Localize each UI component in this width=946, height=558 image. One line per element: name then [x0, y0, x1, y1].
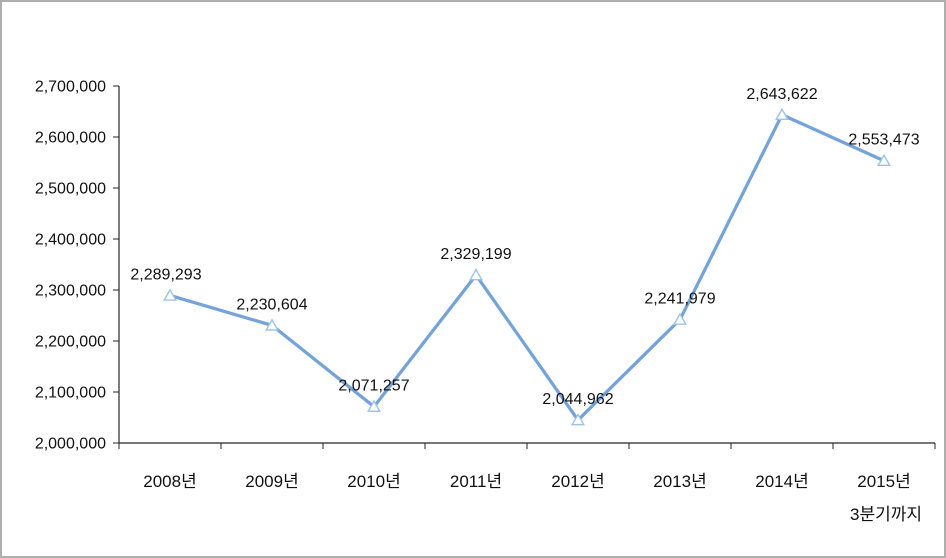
x-axis-tick-label: 2011년: [450, 472, 502, 491]
x-axis-tick-label: 2008년: [143, 472, 196, 491]
data-point-marker: [672, 312, 688, 325]
data-point-marker: [162, 288, 178, 301]
data-point-label: 2,643,622: [746, 86, 817, 103]
data-point-label: 2,044,962: [542, 391, 613, 408]
data-point-marker: [264, 318, 280, 331]
y-axis-tick-label: 2,300,000: [35, 283, 106, 300]
axis-lines: [118, 86, 935, 444]
x-axis-tick-label: 2014년: [755, 472, 808, 491]
y-axis-tick-label: 2,400,000: [35, 232, 106, 249]
data-point-label: 2,230,604: [236, 296, 307, 313]
data-point-label: 2,553,473: [848, 132, 919, 149]
x-axis-sub-label: 3분기까지: [850, 505, 922, 524]
x-axis-tick-label: 2013년: [653, 472, 706, 491]
data-point-marker: [468, 268, 484, 281]
series-line: [168, 112, 886, 423]
x-axis-tick-label: 2012년: [551, 472, 604, 491]
data-point-marker: [876, 153, 892, 167]
x-axis-tick-label: 2009년: [245, 472, 298, 491]
y-axis-tick-label: 2,500,000: [35, 181, 106, 198]
data-point-label: 2,071,257: [338, 378, 409, 395]
x-axis-tick-label: 2010년: [347, 472, 400, 491]
x-axis-tick-label: 2015년: [857, 472, 910, 491]
data-point-label: 2,329,199: [440, 246, 511, 263]
data-point-marker: [366, 399, 382, 412]
y-axis-tick-label: 2,200,000: [35, 334, 106, 351]
y-axis-tick-label: 2,700,000: [35, 79, 106, 96]
y-axis-tick-label: 2,600,000: [35, 130, 106, 147]
data-point-label: 2,289,293: [130, 266, 201, 283]
y-axis-tick-label: 2,100,000: [35, 385, 106, 402]
data-point-label: 2,241,979: [644, 291, 715, 308]
y-axis-tick-label: 2,000,000: [35, 436, 106, 453]
data-point-marker: [570, 413, 586, 426]
data-point-marker: [774, 107, 790, 121]
